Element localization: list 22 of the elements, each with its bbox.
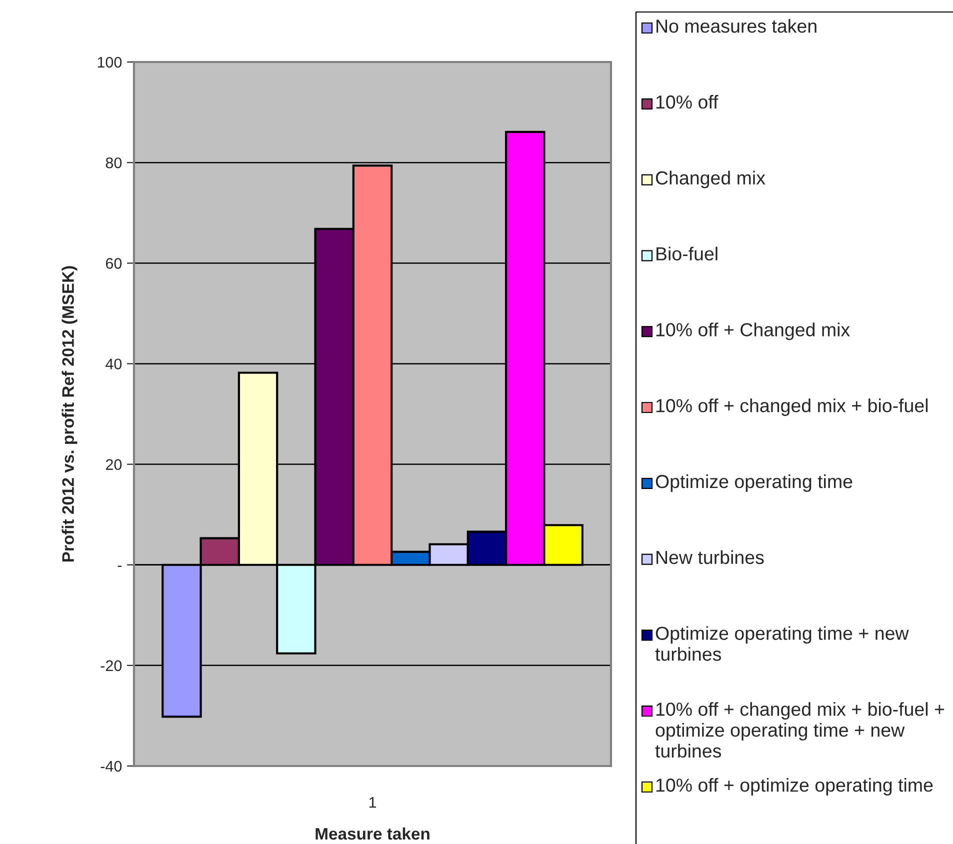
y-tick-label: -20	[100, 660, 122, 672]
y-tick-label: 20	[106, 459, 122, 470]
legend-label: Optimize operating time	[656, 474, 852, 492]
legend-label: 10% off	[656, 94, 718, 109]
legend-label: New turbines	[656, 550, 764, 564]
legend-label: Optimize operating time + new turbines	[655, 626, 909, 661]
y-tick-label: 100	[98, 56, 122, 68]
legend-label: 10% off + changed mix + bio-fuel + optimize operating time + new turbines	[655, 702, 944, 758]
y-axis-title: Profit 2012 vs. profit Ref 2012 (MSEK)	[62, 266, 78, 562]
legend-label: Bio-fuel	[656, 246, 718, 260]
legend-label: 10% off + changed mix + bio-fuel	[656, 398, 928, 416]
y-tick-label: 80	[106, 157, 122, 168]
y-tick-label: 60	[106, 258, 122, 269]
y-tick-label: -	[118, 566, 122, 567]
y-tick-label: -40	[100, 760, 122, 772]
legend-label: 10% off + Changed mix	[656, 322, 850, 340]
legend-label: Changed mix	[656, 170, 766, 188]
x-tick-label: 1	[369, 797, 376, 808]
x-axis-title: Measure taken	[316, 827, 430, 840]
y-tick-label: 40	[106, 358, 122, 370]
legend-label: No measures taken	[656, 19, 816, 33]
legend-label: 10% off + optimize operating time	[656, 778, 933, 796]
